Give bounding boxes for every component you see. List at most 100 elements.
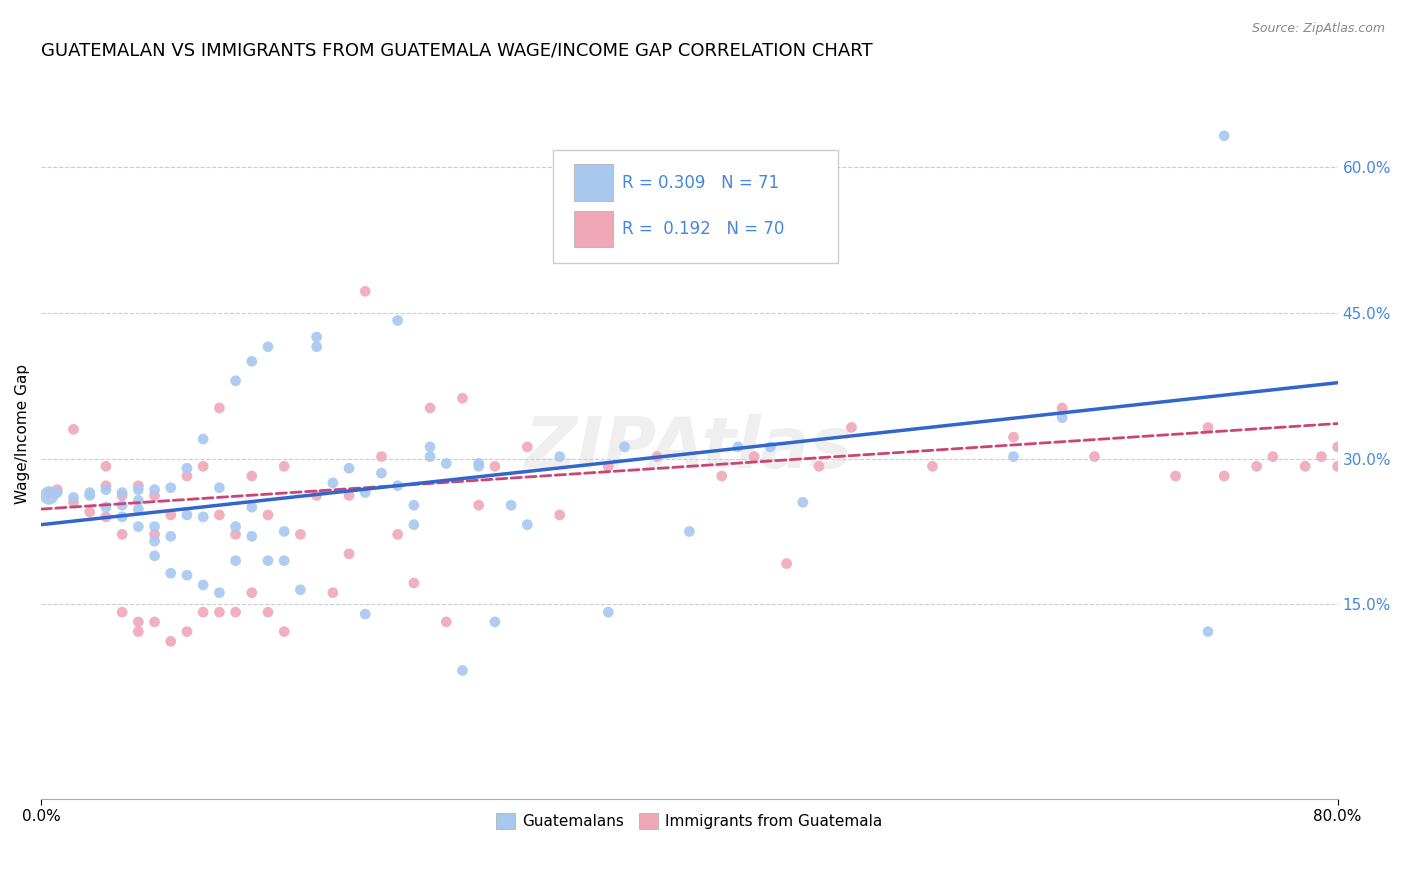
Point: [225, 605, 247, 619]
Point: [305, 340, 328, 354]
FancyBboxPatch shape: [553, 150, 838, 263]
Point: [240, 469, 263, 483]
Point: [370, 450, 392, 464]
Point: [62, 491, 84, 505]
Point: [38, 485, 60, 500]
Point: [143, 549, 166, 563]
Point: [240, 500, 263, 515]
Point: [193, 605, 215, 619]
Point: [645, 450, 668, 464]
Point: [516, 440, 538, 454]
Point: [1197, 624, 1219, 639]
Point: [337, 488, 360, 502]
Point: [402, 576, 425, 591]
Point: [419, 401, 441, 415]
Point: [387, 479, 409, 493]
Point: [208, 401, 231, 415]
Point: [273, 624, 295, 639]
Point: [94, 459, 117, 474]
Point: [337, 461, 360, 475]
Point: [176, 469, 198, 483]
Point: [208, 508, 231, 522]
Point: [516, 517, 538, 532]
Point: [354, 485, 377, 500]
Text: Source: ZipAtlas.com: Source: ZipAtlas.com: [1251, 22, 1385, 36]
Point: [111, 509, 134, 524]
Point: [387, 527, 409, 541]
Point: [501, 498, 523, 512]
Point: [598, 459, 620, 474]
Point: [94, 483, 117, 497]
Point: [354, 607, 377, 621]
Point: [127, 502, 149, 516]
Point: [921, 459, 943, 474]
Point: [159, 529, 181, 543]
Point: [548, 508, 571, 522]
Point: [240, 354, 263, 368]
Point: [208, 481, 231, 495]
Point: [467, 459, 489, 474]
Point: [402, 498, 425, 512]
Point: [419, 440, 441, 454]
Point: [143, 534, 166, 549]
Point: [1213, 469, 1236, 483]
Point: [1050, 401, 1073, 415]
Point: [1326, 440, 1348, 454]
Point: [240, 529, 263, 543]
Point: [1294, 459, 1316, 474]
Point: [1050, 410, 1073, 425]
Point: [613, 440, 636, 454]
Point: [111, 527, 134, 541]
Point: [1261, 450, 1284, 464]
Point: [79, 485, 101, 500]
Point: [143, 488, 166, 502]
Point: [451, 391, 474, 405]
Point: [79, 488, 101, 502]
Point: [775, 557, 797, 571]
Text: ZIPAtlas: ZIPAtlas: [524, 414, 853, 483]
Point: [143, 615, 166, 629]
Text: R = 0.309   N = 71: R = 0.309 N = 71: [621, 174, 779, 192]
Point: [111, 605, 134, 619]
Point: [176, 568, 198, 582]
Point: [143, 519, 166, 533]
Point: [159, 508, 181, 522]
Point: [111, 498, 134, 512]
Point: [46, 485, 69, 500]
Text: R =  0.192   N = 70: R = 0.192 N = 70: [621, 219, 785, 237]
Point: [484, 459, 506, 474]
Point: [176, 461, 198, 475]
Point: [193, 509, 215, 524]
Point: [159, 634, 181, 648]
Point: [742, 450, 765, 464]
Point: [127, 479, 149, 493]
Point: [111, 485, 134, 500]
Point: [159, 481, 181, 495]
Point: [1246, 459, 1268, 474]
Point: [1002, 430, 1025, 444]
Point: [1002, 450, 1025, 464]
FancyBboxPatch shape: [574, 164, 613, 201]
Point: [208, 605, 231, 619]
Point: [225, 527, 247, 541]
Point: [127, 624, 149, 639]
Point: [402, 517, 425, 532]
Point: [273, 554, 295, 568]
Point: [79, 505, 101, 519]
Point: [273, 524, 295, 539]
Point: [193, 432, 215, 446]
Point: [62, 495, 84, 509]
Point: [257, 605, 280, 619]
Point: [792, 495, 814, 509]
Point: [808, 459, 831, 474]
Point: [337, 547, 360, 561]
Point: [548, 450, 571, 464]
Y-axis label: Wage/Income Gap: Wage/Income Gap: [15, 364, 30, 504]
Point: [143, 483, 166, 497]
Point: [94, 500, 117, 515]
Point: [111, 488, 134, 502]
Point: [484, 615, 506, 629]
Point: [94, 509, 117, 524]
Point: [225, 519, 247, 533]
Point: [678, 524, 700, 539]
